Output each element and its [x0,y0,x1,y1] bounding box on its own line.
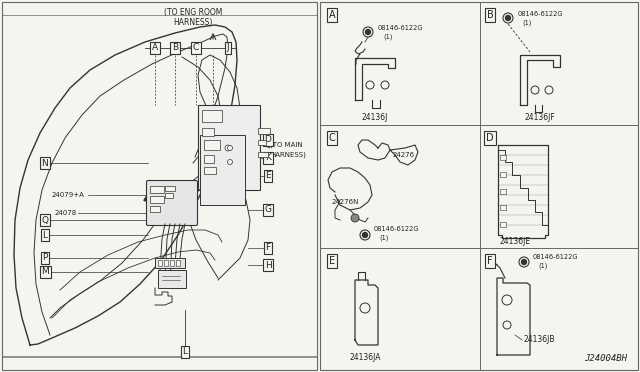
Bar [158,260,162,266]
Text: E: E [329,256,335,266]
Circle shape [502,295,512,305]
Circle shape [519,257,529,267]
Text: 24136JE: 24136JE [499,237,531,247]
Text: Q: Q [42,215,49,224]
Circle shape [366,81,374,89]
Bar [500,189,506,194]
Text: A: A [152,44,158,52]
Text: F: F [487,256,493,266]
Bar [165,186,175,191]
Circle shape [503,13,513,23]
Text: J: J [227,44,229,52]
Circle shape [351,214,359,222]
Text: 08146-6122G: 08146-6122G [378,25,424,31]
Bar [202,128,214,136]
Text: J24004BH: J24004BH [584,354,627,363]
Text: 08146-6122G: 08146-6122G [518,11,563,17]
Text: (1): (1) [379,235,388,241]
Bar [258,140,266,145]
Bar [150,196,164,203]
Bar [2,2,317,370]
Bar [258,152,268,157]
Text: F: F [266,244,271,253]
Bar [170,260,174,266]
Text: HARNESS): HARNESS) [173,17,212,26]
Circle shape [360,230,370,240]
Text: 24276N: 24276N [332,199,360,205]
Bar [500,155,506,160]
Text: L: L [42,231,47,240]
Bar [204,167,216,174]
Circle shape [381,81,389,89]
Bar [500,172,506,177]
Text: 24136JA: 24136JA [349,353,381,362]
Bar [164,260,168,266]
Circle shape [360,303,370,313]
Bar [500,205,506,210]
Text: D: D [486,133,494,143]
Bar [500,222,506,227]
Text: (TO ENG ROOM: (TO ENG ROOM [164,7,222,16]
Bar [165,193,173,198]
Text: K: K [265,154,271,163]
Bar [176,260,180,266]
Bar [158,270,186,288]
Bar [150,186,164,193]
Bar [204,155,214,163]
Text: N: N [42,158,49,167]
Text: C: C [328,133,335,143]
Text: L: L [182,347,188,356]
Text: 08146-6122G: 08146-6122G [533,254,579,260]
Bar [204,140,220,150]
Circle shape [227,160,232,164]
Circle shape [506,16,511,20]
Text: 24079+A: 24079+A [52,192,85,198]
Text: E: E [265,171,271,180]
Bar [200,135,245,205]
Bar [198,105,260,190]
Text: (TO MAIN: (TO MAIN [270,142,303,148]
Bar [155,258,185,268]
Text: B: B [172,44,178,52]
Text: A: A [329,10,335,20]
Circle shape [225,145,231,151]
Circle shape [531,86,539,94]
Text: G: G [264,205,271,215]
Text: P: P [42,253,48,263]
Circle shape [362,232,367,237]
Text: 24136JF: 24136JF [525,113,556,122]
Text: (1): (1) [522,20,531,26]
Circle shape [545,86,553,94]
Text: H: H [264,260,271,269]
Text: 24078: 24078 [55,210,77,216]
Text: 24136J: 24136J [362,112,388,122]
Bar [320,2,638,370]
Text: (1): (1) [383,34,392,40]
Circle shape [365,29,371,35]
Text: D: D [264,135,271,144]
Text: 24136JB: 24136JB [523,336,554,344]
Circle shape [503,321,511,329]
Bar [258,128,270,134]
Text: M: M [41,267,49,276]
Text: 08146-6122G: 08146-6122G [374,226,419,232]
Text: (1): (1) [538,263,547,269]
Text: B: B [486,10,493,20]
Text: HARNESS): HARNESS) [270,152,306,158]
Text: 24276: 24276 [393,152,415,158]
Bar [150,206,160,212]
Text: C: C [193,44,199,52]
FancyBboxPatch shape [147,180,198,225]
Bar [202,110,222,122]
Circle shape [227,145,232,151]
Circle shape [363,27,373,37]
Circle shape [522,260,527,264]
